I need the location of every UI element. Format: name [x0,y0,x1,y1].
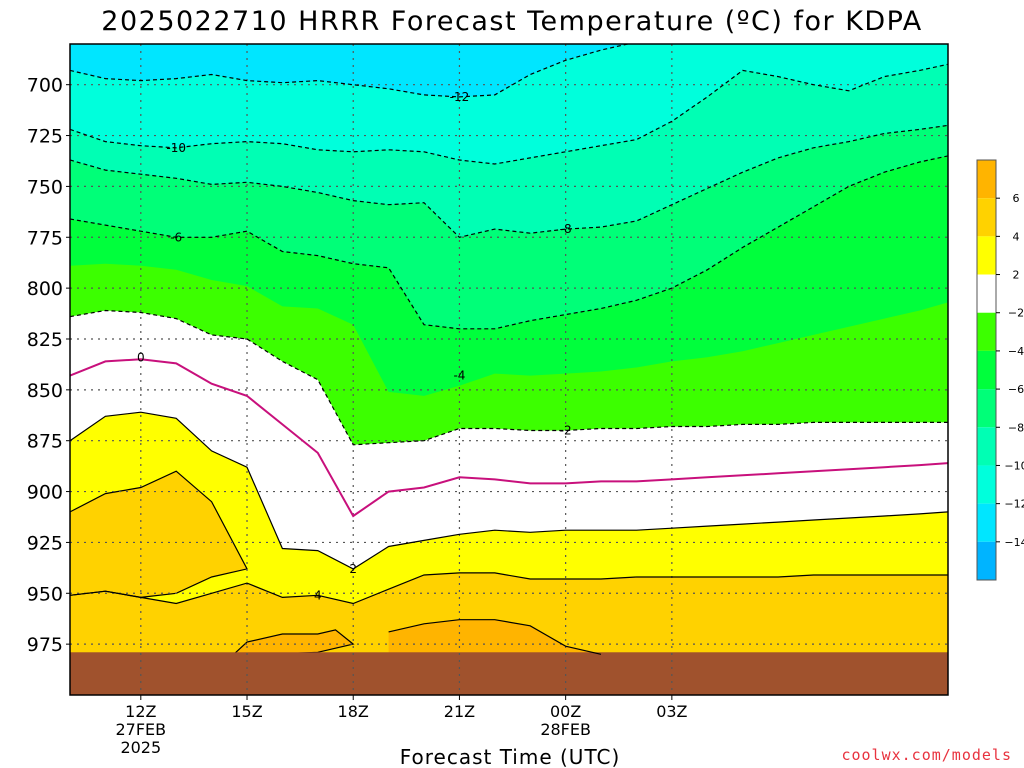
contour-line-0 [70,358,948,518]
y-tick-label: 750 [27,176,63,198]
contour-line-6 [388,619,602,655]
contour-line--6 [70,155,948,330]
contour-line-4 [70,572,948,605]
x-tick-sublabel: 28FEB [540,720,591,739]
x-tick-label: 18Z [338,702,369,721]
colorbar-label: −12 [1004,498,1024,511]
y-tick-label: 725 [27,126,63,148]
contour-label-0: 0 [137,350,145,364]
contour-line-2 [70,411,948,570]
colorbar-label: 2 [1013,269,1020,282]
colorbar-swatch [977,503,996,542]
colorbar-swatch [977,312,996,351]
contour-line--12 [70,44,631,98]
contour-label-2: 2 [349,562,357,576]
contour-label-4: 4 [314,588,322,602]
y-tick-label: 825 [27,329,63,351]
colorbar-frame [976,159,997,581]
x-tick-label: 15Z [231,702,262,721]
plot-frame [69,43,949,696]
contour-label--10: -10 [166,141,186,155]
y-tick-label: 800 [27,278,63,300]
y-tick-label: 875 [27,431,63,453]
x-tick-label: 21Z [444,702,475,721]
colorbar-label: −6 [1008,383,1024,396]
y-tick-label: 950 [27,583,63,605]
contour-label--6: -6 [170,230,182,244]
y-tick-label: 700 [27,75,63,97]
colorbar-swatch [977,350,996,390]
colorbar-swatch [977,274,996,313]
colorbar-label: 6 [1013,192,1020,205]
contour-label--8: -8 [560,222,572,236]
colorbar-label: −10 [1004,459,1024,472]
x-tick-sublabel: 2025 [120,738,161,757]
x-tick-sublabel: 27FEB [115,720,166,739]
x-tick-label: 12Z [125,702,156,721]
contour-line--2 [70,309,948,446]
colorbar-legend: 6 4 2 −2 −4 −6 −8 −10 −12 −14 [976,159,1024,581]
colorbar-label: −4 [1008,345,1024,358]
y-tick-label: 850 [27,380,63,402]
colorbar-label: −8 [1008,421,1024,434]
y-tick-label: 900 [27,482,63,504]
colorbar-swatch [977,160,996,199]
colorbar-swatch [977,541,996,580]
y-tick-label: 925 [27,532,63,554]
contour-label--4: -4 [453,369,465,383]
colorbar-swatch [977,389,996,428]
contour-line--8 [70,124,948,238]
colorbar-label: 4 [1013,230,1020,243]
plot-area: -12 -10 -8 -6 -4 -2 0 2 4 [69,43,949,696]
colorbar-label: −14 [1004,536,1024,549]
colorbar-swatch [977,198,996,237]
contour-label--2: -2 [560,424,572,438]
contour-label--12: -12 [450,90,470,104]
y-tick-label: 975 [27,634,63,656]
contour-line--10 [70,63,948,165]
colorbar-swatch [977,465,996,504]
colorbar-swatch [977,427,996,466]
y-tick-label: 775 [27,227,63,249]
x-tick-label: 03Z [656,702,687,721]
x-tick-label: 00Z [550,702,581,721]
colorbar-swatch [977,236,996,275]
y-axis: 700 725 750 775 800 825 850 875 900 925 950 975 [27,75,70,656]
x-axis-label: Forecast Time (UTC) [400,745,621,768]
colorbar-label: −2 [1008,307,1024,320]
credit-text: coolwx.com/models [841,746,1012,764]
chart-title: 2025022710 HRRR Forecast Temperature (ºC… [101,6,922,37]
ground-fill [70,652,948,695]
